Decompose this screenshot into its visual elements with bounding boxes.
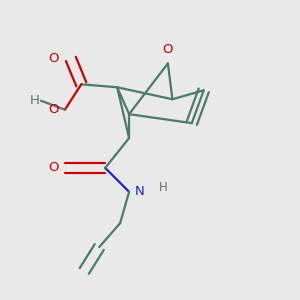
Text: O: O	[163, 43, 173, 56]
Text: O: O	[48, 161, 59, 174]
Text: H: H	[159, 181, 168, 194]
Text: H: H	[30, 94, 40, 107]
Text: O: O	[48, 52, 59, 65]
Text: N: N	[135, 185, 145, 198]
Text: O: O	[48, 103, 59, 116]
